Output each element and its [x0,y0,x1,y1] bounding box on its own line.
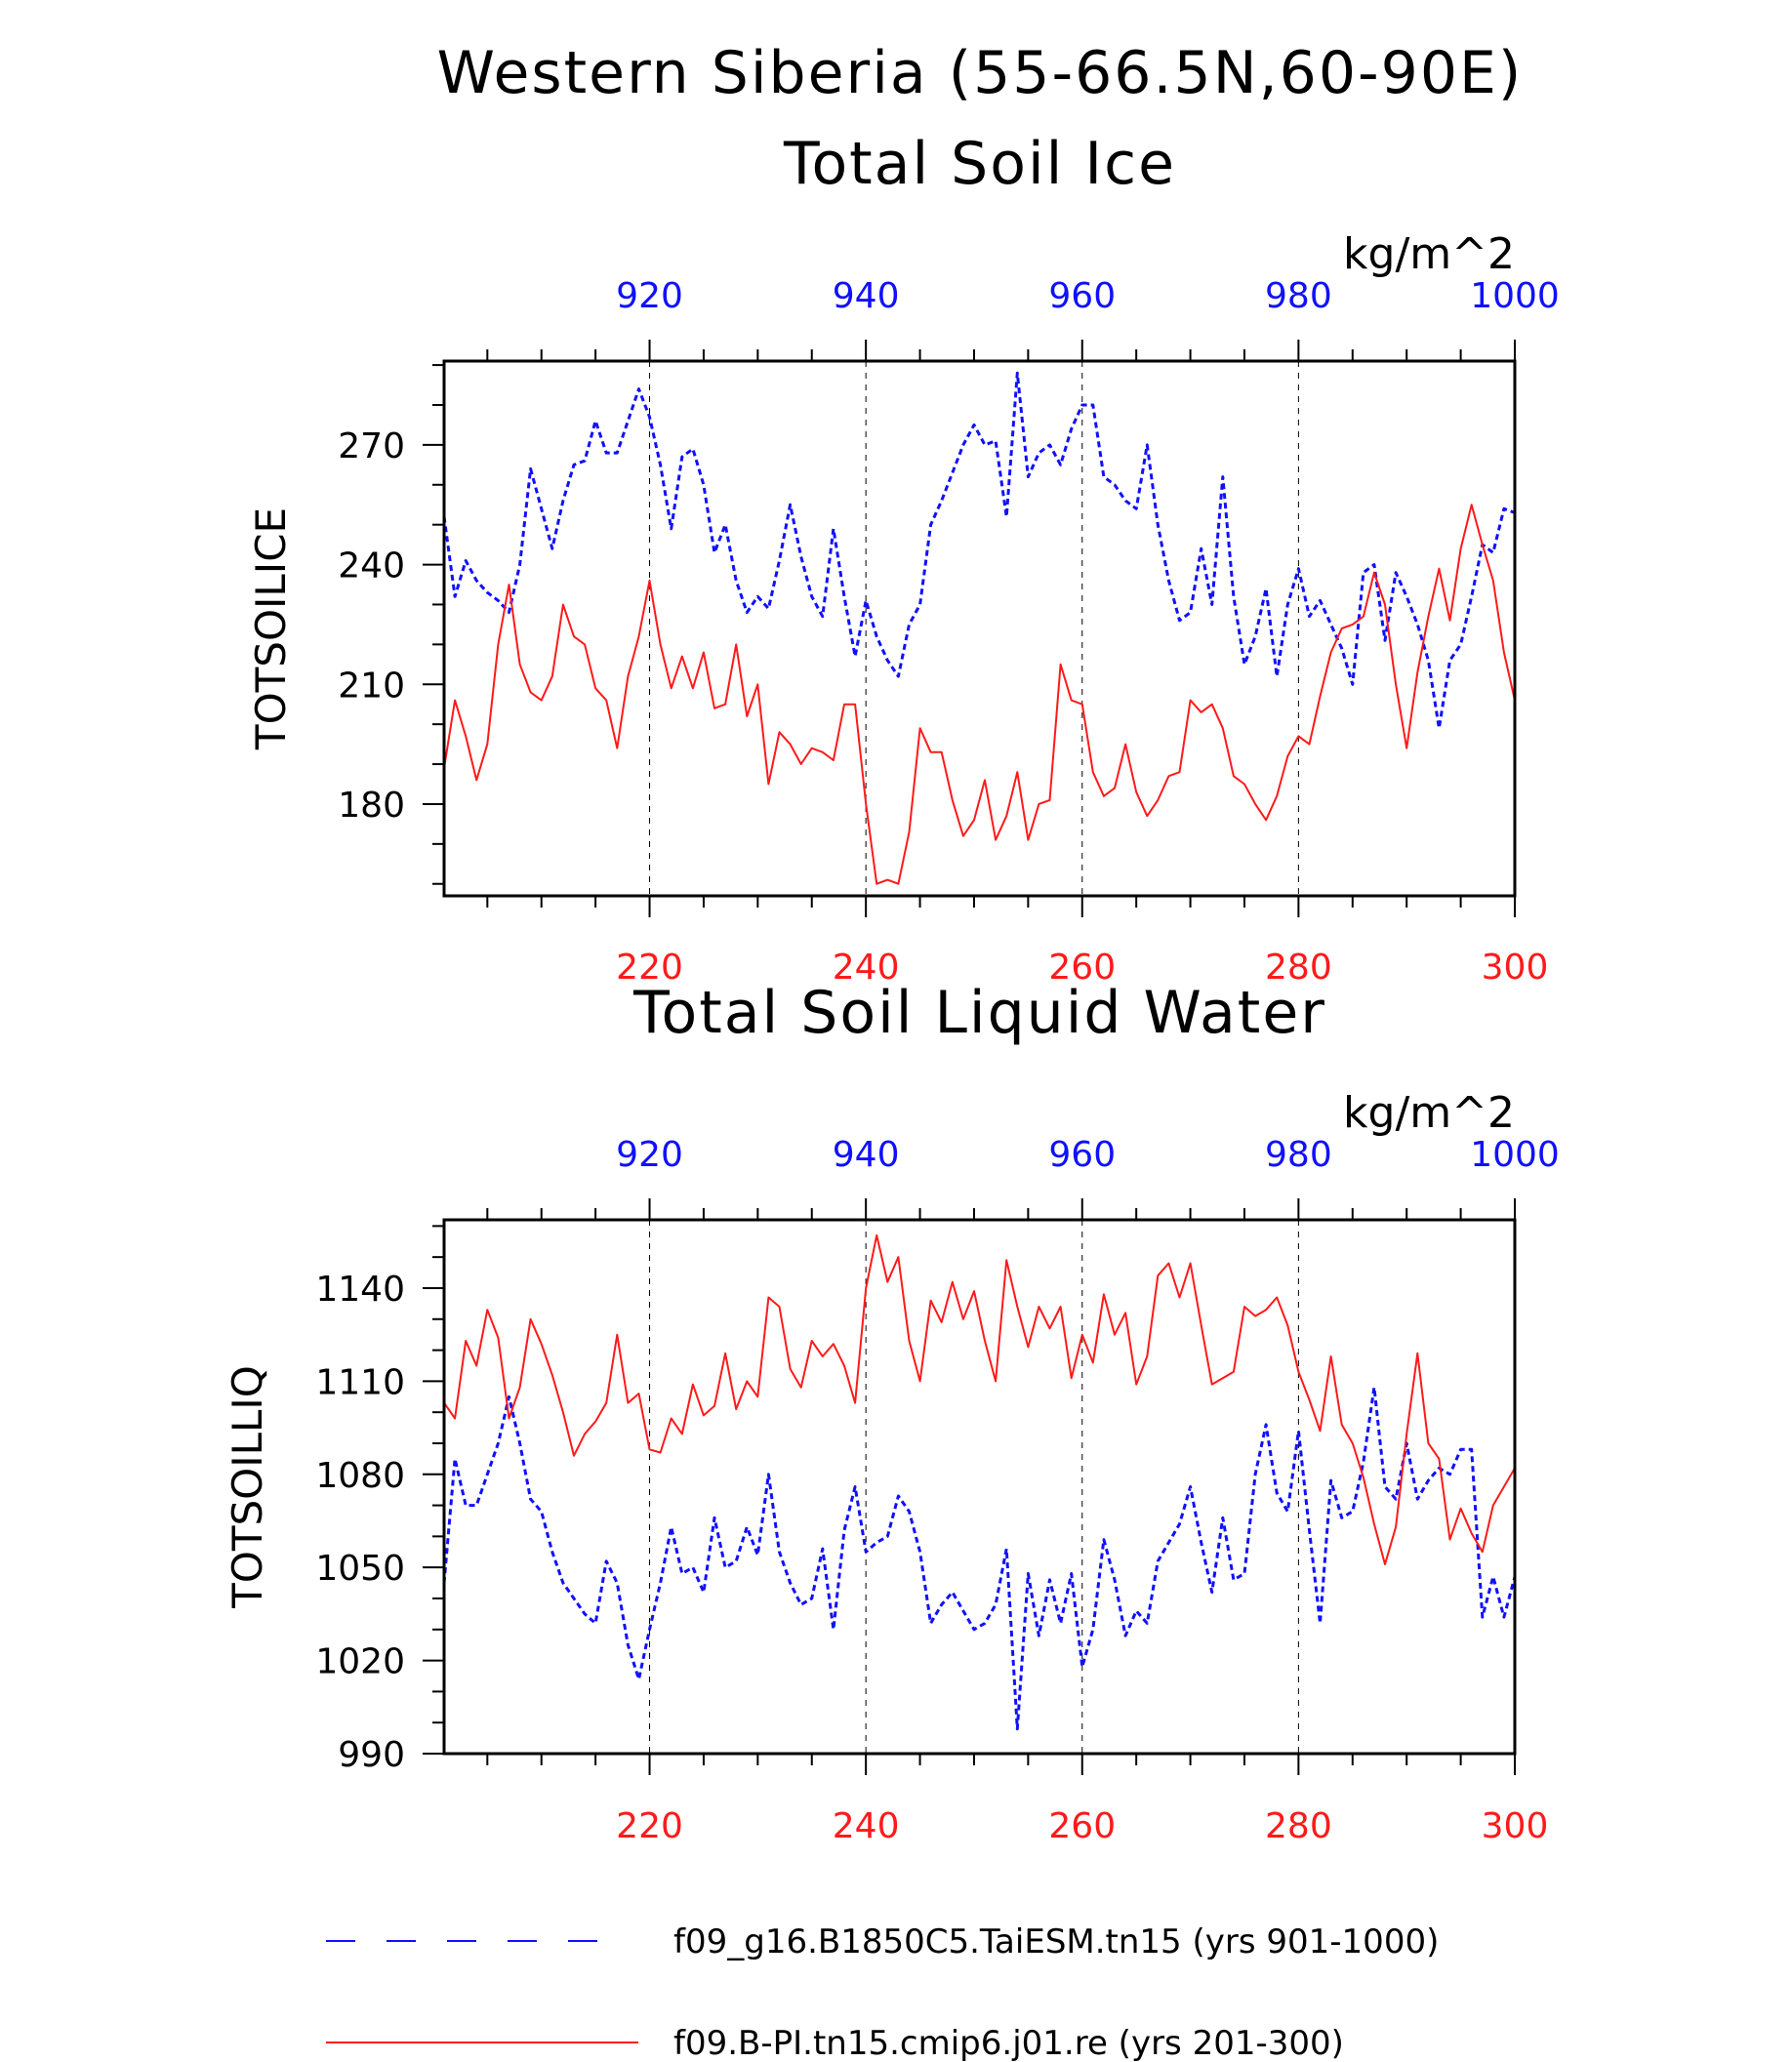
x-tick-label-top: 940 [833,276,900,316]
x-tick-label-top: 960 [1048,1135,1116,1175]
series-line-red [443,1233,1516,1565]
x-tick-label-top: 1000 [1470,1135,1560,1175]
legend: f09_g16.B1850C5.TaiESM.tn15 (yrs 901-100… [326,1922,1439,2062]
y-tick-label: 990 [338,1735,405,1775]
x-tick-label-top: 940 [833,1135,900,1175]
legend-label-blue: f09_g16.B1850C5.TaiESM.tn15 (yrs 901-100… [673,1922,1439,1961]
y-tick-label: 1050 [315,1549,405,1589]
x-tick-label-bottom: 300 [1482,1806,1549,1846]
plot-frame [442,1218,1517,1756]
y-tick-label: 240 [338,546,405,586]
panel-total-soil-ice: 180 210 240 270 220 240 260 280 300 920 940 960 980 1… [247,229,1560,988]
y-tick-label: 1140 [315,1270,405,1310]
x-tick-label-bottom: 280 [1265,1806,1332,1846]
series-line-blue [442,371,1516,730]
x-tick-label-top: 920 [616,1135,683,1175]
series-line-blue [442,1386,1517,1731]
y-tick-label: 180 [338,786,405,826]
panel2-title: Total Soil Liquid Water [632,979,1326,1047]
y-axis-label: TOTSOILLIQ [224,1365,271,1609]
plot-frame [442,359,1517,898]
y-tick-label: 270 [338,426,405,466]
panel-total-soil-liquid-water: 990 1020 1050 1080 1110 1140 220 240 260 280 300 92… [224,1088,1560,1846]
y-tick-label: 210 [338,666,405,706]
x-tick-label-bottom: 280 [1265,948,1332,988]
x-tick-label-top: 980 [1265,276,1332,316]
x-tick-label-bottom: 220 [616,948,683,988]
x-tick-label-top: 1000 [1470,276,1560,316]
y-tick-label: 1080 [315,1456,405,1496]
x-tick-label-top: 980 [1265,1135,1332,1175]
x-tick-label-bottom: 240 [833,948,900,988]
y-tick-label: 1020 [315,1642,405,1682]
x-tick-label-bottom: 260 [1048,1806,1116,1846]
main-title: Western Siberia (55-66.5N,60-90E) [437,39,1524,107]
y-axis-label: TOTSOILICE [247,507,295,750]
x-tick-label-bottom: 300 [1482,948,1549,988]
x-tick-label-bottom: 260 [1048,948,1116,988]
y-tick-label: 1110 [315,1362,405,1402]
x-tick-label-bottom: 240 [833,1806,900,1846]
units-label: kg/m^2 [1343,1088,1515,1138]
x-tick-label-top: 920 [616,276,683,316]
units-label: kg/m^2 [1343,229,1515,279]
panel1-title: Total Soil Ice [783,130,1176,198]
legend-label-red: f09.B-PI.tn15.cmip6.j01.re (yrs 201-300) [673,2024,1344,2062]
x-tick-label-top: 960 [1048,276,1116,316]
series-line-red [443,504,1516,885]
x-tick-label-bottom: 220 [616,1806,683,1846]
